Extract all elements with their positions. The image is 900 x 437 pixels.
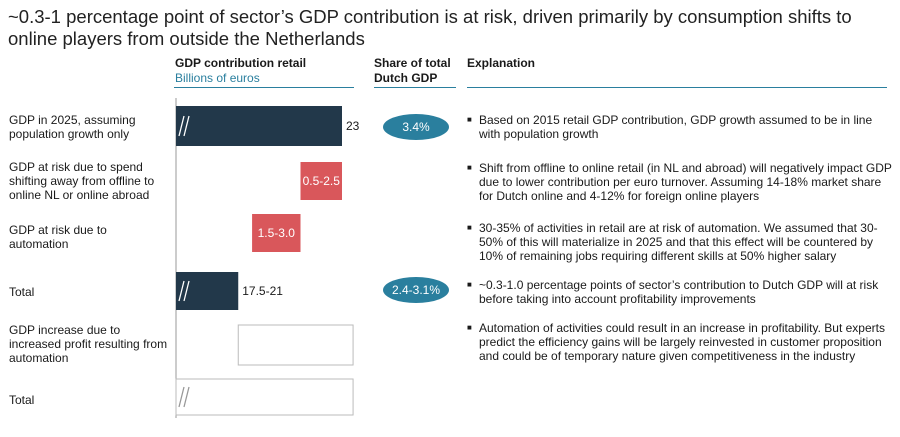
bullet-icon: ■ <box>467 163 472 172</box>
explanation-header: Explanation <box>467 56 536 70</box>
axis-break-mark <box>183 386 190 408</box>
row-label-gdp-2025: GDP in 2025, assuming population growth … <box>9 113 136 141</box>
chart-unit: Billions of euros <box>175 71 260 85</box>
chart-header-rule <box>174 87 354 88</box>
explanation-risk-automation: ■ 30-35% of activities in retail are at … <box>467 221 878 263</box>
share-badge-total: 2.4-3.1% <box>383 277 449 303</box>
waterfall-bar <box>176 106 342 146</box>
row-label-risk-online: GDP at risk due to spend shifting away f… <box>9 160 155 202</box>
axis-break-mark <box>178 386 185 408</box>
chart-header: GDP contribution retail <box>175 56 307 70</box>
share-header-line2: Dutch GDP <box>374 71 438 85</box>
waterfall-bar <box>176 272 239 310</box>
bullet-icon: ■ <box>467 323 472 332</box>
axis-break-mark <box>178 115 185 137</box>
row-label-profit-increase: GDP increase due to increased profit res… <box>9 323 168 365</box>
bullet-icon: ■ <box>467 223 472 232</box>
bar-value-label: 0.5-2.5 <box>303 174 341 188</box>
row-label-risk-automation: GDP at risk due to automation <box>9 223 107 251</box>
waterfall-bar <box>300 162 342 200</box>
bar-value-label: 23 <box>346 119 360 133</box>
explanation-total: ■ ~0.3-1.0 percentage points of sector’s… <box>467 278 879 306</box>
bullet-icon: ■ <box>467 115 472 124</box>
waterfall-bar <box>237 324 354 366</box>
share-header-line1: Share of total <box>374 56 451 70</box>
bar-value-label: 17.5-21 <box>242 284 283 298</box>
explanation-gdp-2025: ■ Based on 2015 retail GDP contribution,… <box>467 113 873 141</box>
page-title: ~0.3-1 percentage point of sector’s GDP … <box>8 6 852 49</box>
share-badge-gdp-2025: 3.4% <box>383 114 449 140</box>
waterfall-bar <box>252 214 301 252</box>
axis-break-mark <box>178 280 185 302</box>
share-header-rule <box>374 87 456 88</box>
axis-break-mark <box>183 115 190 137</box>
bullet-icon: ■ <box>467 280 472 289</box>
row-label-total-final: Total <box>9 393 35 407</box>
explanation-risk-online: ■ Shift from offline to online retail (i… <box>467 161 892 203</box>
explanation-profit-increase: ■ Automation of activities could result … <box>467 321 885 363</box>
axis-break-mark <box>183 280 190 302</box>
explanation-header-rule <box>467 87 887 88</box>
row-label-total: Total <box>9 285 35 299</box>
waterfall-bar <box>175 378 354 416</box>
bar-value-label: 1.5-3.0 <box>258 226 296 240</box>
